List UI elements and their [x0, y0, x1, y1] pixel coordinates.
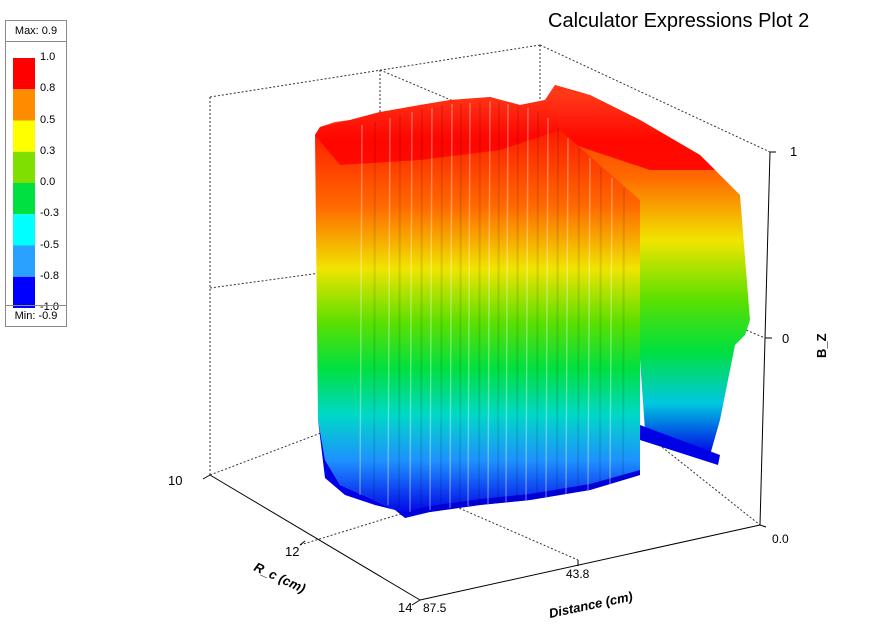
surface-front-block [315, 97, 640, 518]
x-tick-label: 87.5 [423, 601, 447, 615]
legend-level-label: -0.8 [40, 269, 59, 282]
legend-level-label: 0.0 [40, 176, 56, 188]
y-tick-label: 12 [285, 544, 299, 559]
front-axes [202, 151, 776, 606]
z-tick-label: 1 [790, 144, 797, 159]
legend-level-label: 0.5 [40, 113, 56, 126]
x-tick-label: 0.0 [772, 532, 789, 546]
legend-swatch [13, 276, 35, 308]
legend-level-label: -0.3 [40, 207, 59, 220]
y-tick-label: 10 [168, 473, 182, 488]
legend-swatch [13, 245, 35, 277]
legend-swatch [13, 120, 35, 152]
legend-swatch [13, 89, 35, 121]
legend-level-label: 1.0 [40, 51, 56, 63]
legend-color-ramp [13, 58, 35, 308]
legend-max: Max: 0.9 [6, 21, 66, 42]
legend-swatch [13, 214, 35, 246]
x-axis-title: Distance (cm) [548, 589, 635, 621]
z-tick-label: 0 [782, 331, 789, 346]
color-legend: Max: 0.9 1.0 0.8 0.5 0.3 0.0 -0.3 -0.5 -0.8 -1.0… [5, 20, 67, 327]
legend-swatch [13, 151, 35, 183]
chart-title: Calculator Expressions Plot 2 [548, 10, 810, 32]
legend-level-label: -0.5 [40, 238, 59, 251]
legend-swatch [13, 58, 35, 90]
legend-min: Min: -0.9 [6, 305, 66, 326]
legend-level-label: -1.0 [40, 301, 59, 313]
legend-swatch [13, 183, 35, 215]
y-axis-title: R_c (cm) [252, 559, 308, 596]
legend-level-label: 0.3 [40, 144, 56, 157]
legend-level-label: 0.8 [40, 82, 56, 95]
x-tick-label: 43.8 [566, 567, 590, 581]
y-tick-label: 14 [398, 600, 412, 615]
z-axis-title: B_Z [814, 333, 829, 358]
